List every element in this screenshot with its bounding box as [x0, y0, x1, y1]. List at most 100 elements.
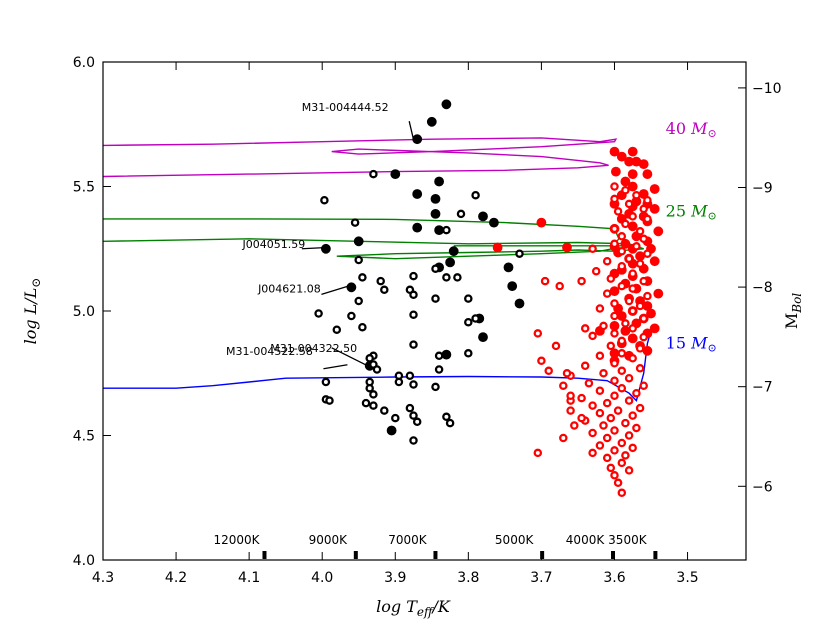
- data-point: [426, 116, 437, 127]
- data-point: [380, 285, 389, 295]
- data-point: [617, 383, 627, 393]
- x-tick-label: 3.9: [384, 570, 406, 586]
- x-tick-label: 4.1: [238, 570, 260, 586]
- data-point: [617, 438, 627, 448]
- temperature-label: 5000K: [495, 533, 535, 547]
- data-point: [628, 212, 637, 221]
- data-point: [369, 169, 378, 179]
- data-point: [354, 296, 363, 306]
- data-point: [536, 217, 547, 228]
- data-point: [602, 453, 612, 463]
- data-point: [409, 380, 418, 389]
- data-point: [628, 306, 637, 316]
- data-point: [570, 421, 579, 430]
- annotation-label: M31-004444.52: [302, 101, 389, 114]
- data-point: [562, 242, 572, 253]
- y-axis-title: log L/L⊙: [21, 278, 43, 345]
- data-point: [464, 317, 473, 327]
- data-point: [620, 238, 631, 249]
- y2-tick-label: −9: [752, 180, 773, 196]
- temperature-label: 3500K: [608, 533, 648, 547]
- y-tick-label: 4.5: [73, 429, 95, 445]
- data-point: [628, 354, 637, 363]
- data-point: [621, 418, 630, 428]
- data-point: [610, 194, 619, 204]
- data-point: [617, 246, 627, 256]
- data-point: [321, 377, 331, 387]
- data-point: [514, 298, 525, 309]
- data-point: [632, 190, 641, 200]
- data-point: [434, 176, 444, 187]
- data-point: [627, 333, 638, 344]
- data-point: [639, 381, 648, 390]
- y-tick-label: 6.0: [73, 55, 95, 71]
- data-point: [492, 242, 503, 253]
- data-point: [617, 281, 627, 291]
- data-point: [562, 369, 572, 378]
- data-point: [394, 377, 404, 387]
- data-point: [628, 443, 637, 453]
- data-point: [441, 99, 452, 110]
- data-point: [653, 288, 664, 299]
- data-point: [551, 341, 561, 351]
- data-point: [503, 262, 514, 273]
- points-layer: [314, 99, 664, 498]
- data-point: [599, 369, 608, 378]
- annotation-leader: [301, 247, 322, 250]
- data-point: [628, 324, 637, 333]
- data-point: [350, 218, 360, 227]
- data-point: [632, 242, 641, 251]
- data-point: [599, 421, 608, 430]
- data-point: [431, 264, 440, 273]
- temperature-label: 7000K: [388, 533, 428, 547]
- data-point: [412, 222, 423, 233]
- data-point: [617, 261, 627, 271]
- annotation-label: M31-004522.58: [226, 345, 313, 358]
- data-point: [464, 349, 473, 358]
- data-point: [610, 182, 619, 191]
- data-point: [606, 274, 616, 283]
- data-point: [390, 169, 401, 179]
- data-point: [430, 193, 441, 204]
- data-point: [635, 227, 645, 236]
- data-point: [624, 254, 634, 263]
- data-point: [632, 388, 641, 398]
- data-point: [376, 276, 385, 286]
- data-point: [431, 294, 440, 303]
- data-point: [442, 225, 451, 235]
- data-point: [627, 181, 638, 192]
- data-point: [354, 255, 363, 265]
- data-point: [643, 249, 652, 258]
- temperature-scale: 12000K 9000K 7000K 5000K 4000K 3500K: [213, 533, 658, 559]
- axes-layer: 4.3 4.2 4.1 4.0 3.9 3.8 3.7 3.6 3.5 4.0 4.5 5.0 5.5 6…: [73, 55, 782, 586]
- data-point: [624, 199, 634, 209]
- track-mass-label: 15 M⊙: [666, 333, 717, 354]
- data-point: [442, 412, 451, 422]
- track-mass-label: 40 M⊙: [666, 119, 717, 140]
- y2-tick-label: −7: [752, 380, 773, 396]
- data-point: [639, 276, 648, 286]
- data-point: [588, 428, 597, 438]
- data-point: [643, 291, 652, 301]
- data-point: [471, 314, 480, 323]
- data-point: [599, 321, 608, 331]
- data-point: [613, 478, 623, 488]
- data-point: [391, 413, 400, 423]
- x-axis-title: log Teff/K: [376, 597, 451, 619]
- data-point: [653, 226, 664, 237]
- data-point: [369, 390, 378, 399]
- data-point: [602, 289, 612, 298]
- annotation-leader: [331, 347, 366, 366]
- data-point: [635, 403, 645, 413]
- annotation-leader: [323, 364, 348, 370]
- data-point: [635, 364, 645, 373]
- data-point: [642, 169, 653, 179]
- data-point: [610, 299, 619, 308]
- data-point: [412, 417, 422, 427]
- data-point: [434, 351, 444, 361]
- data-point: [632, 423, 641, 433]
- data-point: [602, 433, 612, 443]
- data-point: [610, 446, 619, 455]
- data-point: [610, 311, 619, 321]
- data-point: [643, 195, 652, 205]
